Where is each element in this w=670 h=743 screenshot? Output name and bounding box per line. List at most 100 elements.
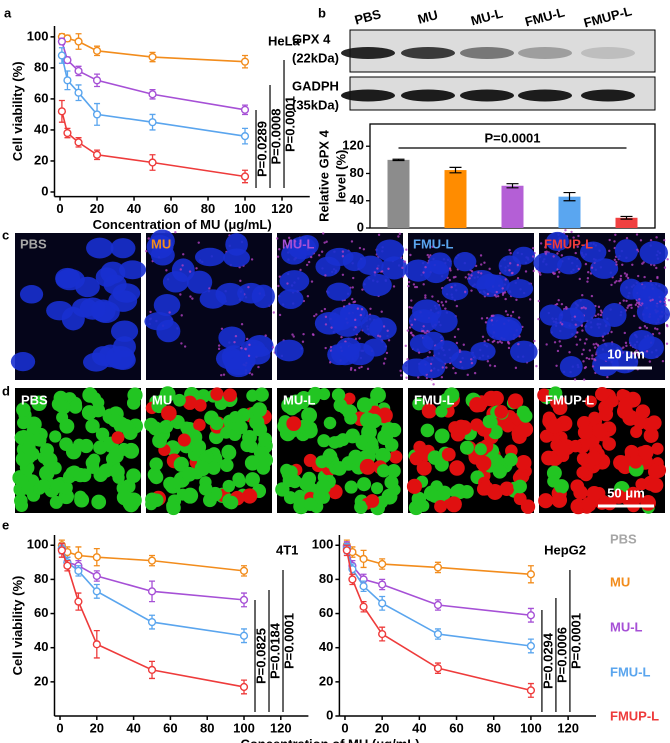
lipid-signal	[582, 360, 585, 363]
lipid-signal	[340, 335, 343, 339]
y-tick-label: 100	[27, 537, 49, 552]
cell	[539, 429, 554, 443]
nucleus	[326, 282, 352, 301]
lipid-signal	[625, 344, 628, 348]
cell	[15, 474, 29, 488]
lipid-signal	[360, 308, 364, 311]
lipid-signal	[320, 309, 323, 313]
cell	[635, 478, 648, 491]
lipid-signal	[480, 263, 483, 266]
cell	[323, 416, 337, 430]
cell	[348, 449, 363, 465]
nucleus	[61, 306, 85, 331]
panel-label: e	[2, 517, 9, 532]
lipid-signal	[648, 360, 652, 363]
lipid-signal	[362, 248, 366, 251]
lipid-signal	[639, 239, 643, 242]
lipid-signal	[354, 325, 357, 329]
cell	[345, 428, 360, 443]
lipid-signal	[358, 337, 361, 340]
cell	[181, 466, 197, 482]
data-point	[92, 587, 101, 596]
x-axis-label: Concentration of MU (μg/mL)	[93, 217, 272, 232]
p-value: P=0.0001	[484, 130, 540, 145]
cell	[233, 475, 246, 488]
data-point	[378, 580, 387, 589]
cell	[224, 495, 239, 510]
data-point	[239, 631, 249, 640]
lipid-signal	[449, 269, 452, 272]
lipid-signal	[410, 299, 413, 302]
lipid-signal	[328, 361, 332, 364]
lipid-signal	[412, 283, 416, 286]
cell	[303, 453, 317, 468]
lipid-signal	[147, 237, 150, 240]
lipid-signal	[441, 366, 445, 369]
nucleus	[110, 320, 139, 342]
cell	[473, 399, 487, 413]
data-point	[526, 570, 536, 579]
nucleus	[10, 351, 36, 372]
cell	[427, 450, 443, 465]
lipid-signal	[655, 266, 658, 270]
lipid-signal	[217, 344, 221, 347]
lipid-signal	[429, 362, 433, 366]
p-value: P=0.0289	[254, 121, 269, 177]
lipid-signal	[382, 325, 386, 328]
cell	[254, 387, 269, 402]
x-tick-label: 80	[200, 720, 214, 735]
lipid-signal	[507, 342, 511, 345]
lipid-signal	[424, 296, 427, 299]
lipid-signal	[580, 324, 584, 328]
y-tick-label: 60	[34, 605, 48, 620]
lipid-signal	[645, 326, 649, 330]
lipid-signal	[322, 232, 325, 235]
cell	[49, 495, 63, 509]
x-tick-label: 20	[90, 201, 104, 216]
data-point	[92, 640, 101, 649]
nucleus	[510, 340, 538, 363]
nucleus	[441, 282, 469, 301]
lipid-signal	[398, 232, 401, 236]
lipid-signal	[410, 306, 413, 309]
lane-label: MU-L	[469, 6, 504, 29]
lipid-signal	[560, 302, 564, 306]
lipid-signal	[488, 267, 491, 271]
data-point	[433, 629, 443, 639]
cell	[441, 447, 456, 462]
p-value: P=0.0825	[253, 628, 268, 684]
cell	[159, 419, 174, 434]
nucleus	[328, 307, 355, 331]
lane-label: MU	[416, 7, 439, 27]
cell	[551, 492, 568, 508]
nucleus	[79, 297, 106, 320]
x-tick-label: 120	[270, 720, 292, 735]
legend-entry: FMUP-L	[610, 708, 659, 723]
lipid-signal	[385, 351, 389, 355]
lipid-signal	[628, 304, 631, 307]
lipid-signal	[535, 364, 538, 368]
cell	[449, 460, 465, 476]
data-point	[147, 617, 157, 627]
lipid-signal	[387, 339, 391, 342]
lipid-signal	[528, 298, 532, 301]
x-tick-label: 80	[201, 201, 215, 216]
data-point	[92, 571, 101, 581]
cell	[504, 452, 518, 467]
cell	[308, 386, 323, 402]
lipid-signal	[291, 333, 294, 336]
lipid-signal	[553, 341, 557, 344]
cell-line-label: 4T1	[276, 542, 298, 557]
cell	[180, 421, 193, 435]
lipid-signal	[220, 327, 224, 330]
nucleus	[105, 345, 135, 370]
data-point	[92, 76, 102, 85]
lipid-signal	[493, 364, 497, 368]
cell	[434, 428, 450, 444]
lipid-signal	[625, 236, 629, 240]
nucleus	[153, 294, 181, 317]
lipid-signal	[450, 285, 453, 289]
lipid-signal	[558, 340, 561, 343]
nucleus	[218, 326, 246, 349]
lipid-signal	[649, 280, 652, 283]
